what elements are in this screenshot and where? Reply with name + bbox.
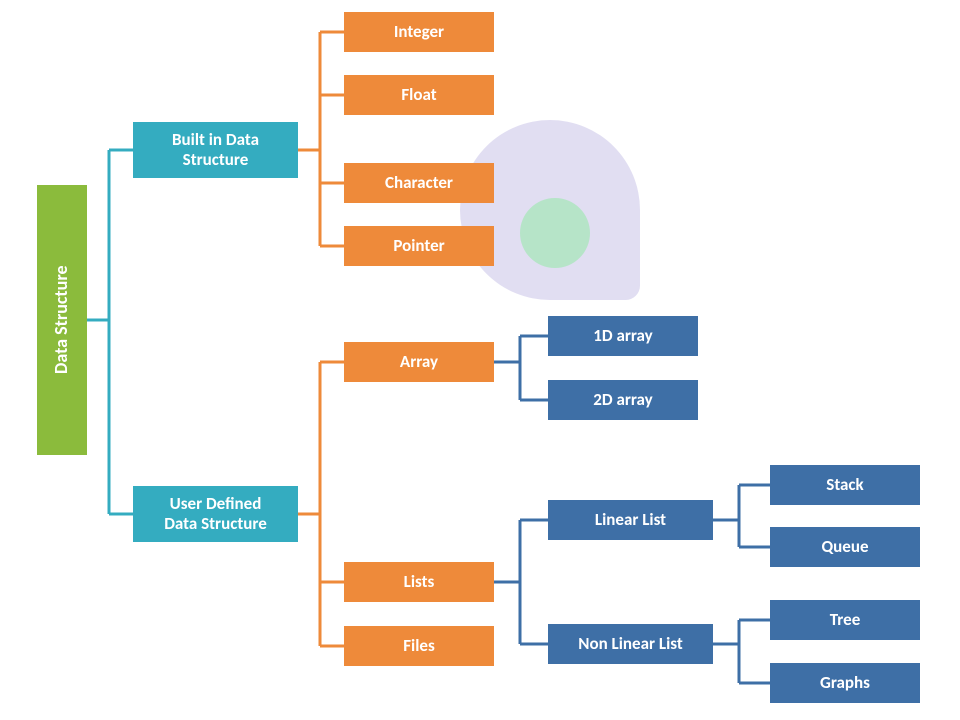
node-queue: Queue bbox=[770, 527, 920, 567]
node-float: Float bbox=[344, 75, 494, 115]
connector-root bbox=[87, 150, 133, 514]
node-arr1d: 1D array bbox=[548, 316, 698, 356]
node-graphs: Graphs bbox=[770, 663, 920, 703]
node-linlist: Linear List bbox=[548, 500, 713, 540]
connector-built bbox=[298, 32, 344, 246]
connector-array bbox=[494, 336, 548, 400]
node-lists: Lists bbox=[344, 562, 494, 602]
node-character: Character bbox=[344, 163, 494, 203]
node-files: Files bbox=[344, 626, 494, 666]
node-pointer: Pointer bbox=[344, 226, 494, 266]
node-built: Built in DataStructure bbox=[133, 122, 298, 178]
node-tree: Tree bbox=[770, 600, 920, 640]
node-user: User DefinedData Structure bbox=[133, 486, 298, 542]
node-stack: Stack bbox=[770, 465, 920, 505]
node-nonlin: Non Linear List bbox=[548, 624, 713, 664]
connector-linlist bbox=[713, 485, 770, 547]
connector-user bbox=[298, 362, 344, 646]
watermark-inner bbox=[520, 198, 590, 268]
connector-nonlin bbox=[713, 620, 770, 683]
node-arr2d: 2D array bbox=[548, 380, 698, 420]
node-array: Array bbox=[344, 342, 494, 382]
node-root: Data Structure bbox=[37, 185, 87, 455]
node-integer: Integer bbox=[344, 12, 494, 52]
connector-lists bbox=[494, 520, 548, 644]
